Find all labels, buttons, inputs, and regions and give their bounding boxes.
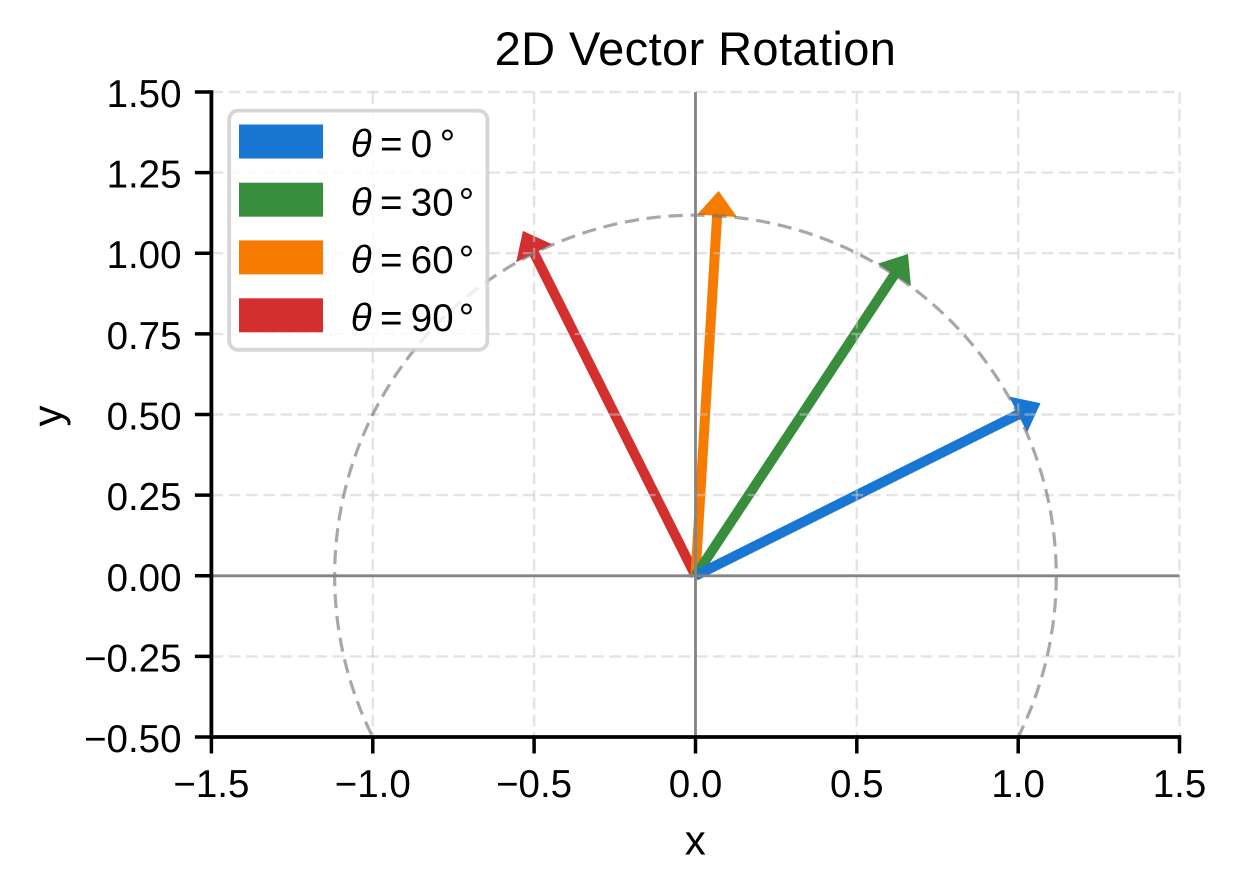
svg-text:θ=0°: θ = 0 ° (351, 123, 455, 166)
svg-text:x: x (685, 817, 706, 864)
svg-text:2D Vector Rotation: 2D Vector Rotation (495, 22, 897, 75)
svg-text:1.5: 1.5 (1153, 763, 1207, 806)
svg-text:θ=30°: θ = 30 ° (351, 181, 474, 224)
svg-text:0.00: 0.00 (107, 557, 182, 600)
svg-text:0.0: 0.0 (669, 763, 723, 806)
svg-text:1.25: 1.25 (107, 154, 182, 197)
svg-text:0.50: 0.50 (107, 396, 182, 439)
svg-text:−1.0: −1.0 (335, 763, 411, 806)
svg-text:0.75: 0.75 (107, 315, 182, 358)
svg-text:y: y (24, 406, 71, 427)
svg-text:−1.5: −1.5 (173, 763, 249, 806)
svg-text:1.0: 1.0 (991, 763, 1045, 806)
svg-text:−0.5: −0.5 (496, 763, 572, 806)
svg-text:θ=60°: θ = 60 ° (351, 239, 474, 282)
svg-text:0.5: 0.5 (830, 763, 884, 806)
svg-text:1.00: 1.00 (107, 234, 182, 277)
svg-text:1.50: 1.50 (107, 73, 182, 116)
svg-text:−0.25: −0.25 (84, 637, 181, 680)
svg-text:−0.50: −0.50 (84, 718, 181, 761)
svg-text:θ=90°: θ = 90 ° (351, 297, 474, 340)
svg-text:0.25: 0.25 (107, 476, 182, 519)
